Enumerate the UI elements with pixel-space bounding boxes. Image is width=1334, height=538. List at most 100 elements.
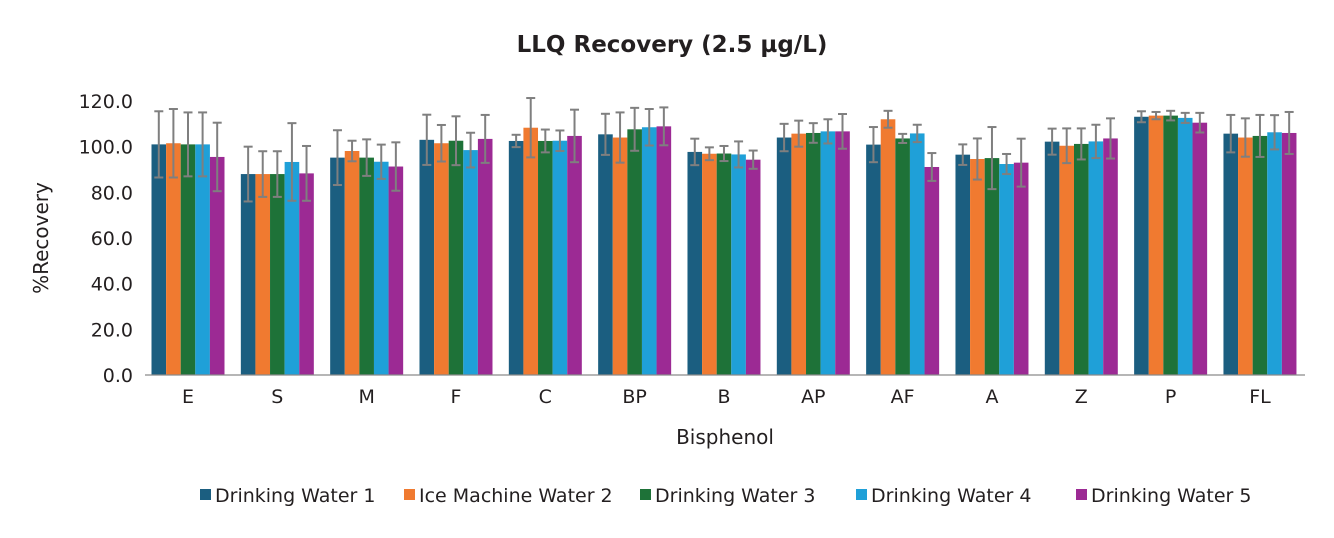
bar-P-series-5 (1192, 122, 1208, 375)
error-bar-B-series-3 (719, 144, 729, 163)
bar-C-series-5 (567, 135, 582, 375)
error-bar-FL-series-2 (1240, 117, 1250, 158)
error-bar-S-series-2 (258, 150, 268, 198)
legend-item-3: Drinking Water 3 (640, 485, 815, 507)
bar-Z-series-2 (1059, 145, 1074, 375)
bar-FL-series-5 (1281, 132, 1297, 375)
bar-AF-series-2 (880, 119, 896, 376)
legend-label: Drinking Water 5 (1091, 485, 1251, 507)
error-bar-FL-series-1 (1226, 113, 1236, 154)
bar-A-series-4 (999, 164, 1014, 375)
error-bar-AF-series-2 (883, 109, 893, 129)
y-tick-label: 100.0 (79, 137, 133, 159)
bar-Z-series-4 (1088, 141, 1104, 375)
error-bar-AF-series-5 (927, 152, 937, 182)
bar-E-series-4 (195, 144, 210, 375)
legend-item-2: Ice Machine Water 2 (404, 485, 613, 507)
error-bar-AP-series-5 (838, 113, 848, 150)
bar-BP-series-5 (656, 126, 672, 375)
error-bar-FL-series-4 (1270, 114, 1280, 151)
error-bar-M-series-4 (376, 143, 386, 180)
error-bar-A-series-1 (958, 143, 968, 166)
bar-E-series-1 (151, 144, 167, 375)
error-bar-P-series-4 (1180, 111, 1190, 124)
x-tick-label: M (358, 386, 374, 408)
bar-P-series-2 (1148, 115, 1164, 375)
bar-BP-series-1 (598, 134, 613, 375)
error-bar-M-series-1 (332, 129, 342, 187)
legend-label: Drinking Water 1 (215, 485, 375, 507)
chart-title: LLQ Recovery (2.5 µg/L) (517, 32, 828, 58)
x-tick-label: FL (1249, 386, 1271, 408)
legend-item-4: Drinking Water 4 (856, 485, 1031, 507)
bar-A-series-5 (1013, 162, 1029, 375)
x-tick-label: AF (891, 386, 915, 408)
bar-AF-series-3 (895, 138, 910, 375)
error-bar-E-series-2 (168, 107, 178, 179)
error-bar-S-series-1 (243, 145, 253, 203)
x-tick-label: F (451, 386, 462, 408)
x-tick-label: BP (622, 386, 647, 408)
error-bar-B-series-4 (734, 140, 744, 169)
bar-P-series-4 (1177, 117, 1193, 375)
bar-B-series-4 (731, 154, 746, 375)
error-bar-BP-series-5 (659, 106, 669, 147)
bar-S-series-2 (255, 174, 271, 375)
error-bar-AP-series-4 (823, 118, 833, 145)
legend: Drinking Water 1 Ice Machine Water 2 Drink… (200, 485, 1251, 507)
bar-AF-series-1 (866, 144, 881, 375)
y-tick-label: 40.0 (91, 274, 133, 296)
x-tick-label: Z (1075, 386, 1088, 408)
error-bar-AF-series-4 (912, 123, 922, 144)
x-axis-label: Bisphenol (676, 425, 774, 449)
error-bar-E-series-3 (183, 111, 193, 178)
y-tick-label: 20.0 (91, 319, 133, 341)
bar-C-series-1 (508, 140, 524, 375)
error-bar-A-series-3 (987, 126, 997, 191)
bar-F-series-5 (477, 138, 493, 375)
error-bar-F-series-2 (436, 123, 446, 163)
bar-BP-series-3 (627, 129, 642, 375)
error-bar-FL-series-5 (1284, 110, 1294, 155)
legend-swatch (200, 489, 211, 500)
error-bar-M-series-5 (391, 141, 401, 192)
error-bars (154, 97, 1294, 203)
bar-FL-series-3 (1252, 135, 1268, 375)
error-bar-C-series-5 (570, 108, 580, 164)
error-bar-S-series-3 (272, 150, 282, 198)
error-bar-P-series-3 (1166, 109, 1176, 122)
bar-Z-series-5 (1103, 138, 1118, 375)
bar-B-series-5 (745, 159, 761, 375)
error-bar-P-series-2 (1151, 110, 1161, 121)
error-bar-P-series-1 (1136, 110, 1146, 124)
error-bar-Z-series-5 (1106, 117, 1115, 160)
bar-E-series-3 (180, 144, 196, 375)
error-bar-AP-series-2 (794, 119, 804, 148)
bars (151, 115, 1297, 376)
bar-E-series-2 (166, 143, 181, 375)
bar-F-series-1 (419, 139, 435, 375)
error-bar-F-series-1 (422, 113, 432, 166)
error-bar-E-series-1 (154, 110, 164, 179)
bar-C-series-3 (538, 140, 553, 375)
bar-A-series-3 (984, 158, 1000, 375)
bar-M-series-4 (373, 161, 389, 375)
legend-swatch (856, 489, 867, 500)
y-tick-label: 0.0 (103, 365, 133, 387)
bar-C-series-2 (523, 127, 539, 375)
x-tick-labels: E S M F C BP B AP AF A Z P FL (182, 386, 1271, 408)
error-bar-M-series-2 (347, 139, 357, 163)
error-bar-B-series-5 (748, 149, 758, 170)
bar-AP-series-5 (835, 131, 850, 375)
y-tick-label: 120.0 (79, 91, 133, 113)
error-bar-BP-series-4 (644, 107, 654, 147)
x-tick-label: AP (801, 386, 825, 408)
x-tick-label: S (271, 386, 283, 408)
bar-P-series-1 (1134, 116, 1149, 375)
x-tick-label: B (717, 386, 730, 408)
legend-label: Ice Machine Water 2 (419, 485, 613, 507)
legend-label: Drinking Water 4 (871, 485, 1031, 507)
y-axis-label: %Recovery (29, 182, 53, 294)
error-bar-P-series-5 (1195, 111, 1205, 134)
legend-swatch (640, 489, 651, 500)
